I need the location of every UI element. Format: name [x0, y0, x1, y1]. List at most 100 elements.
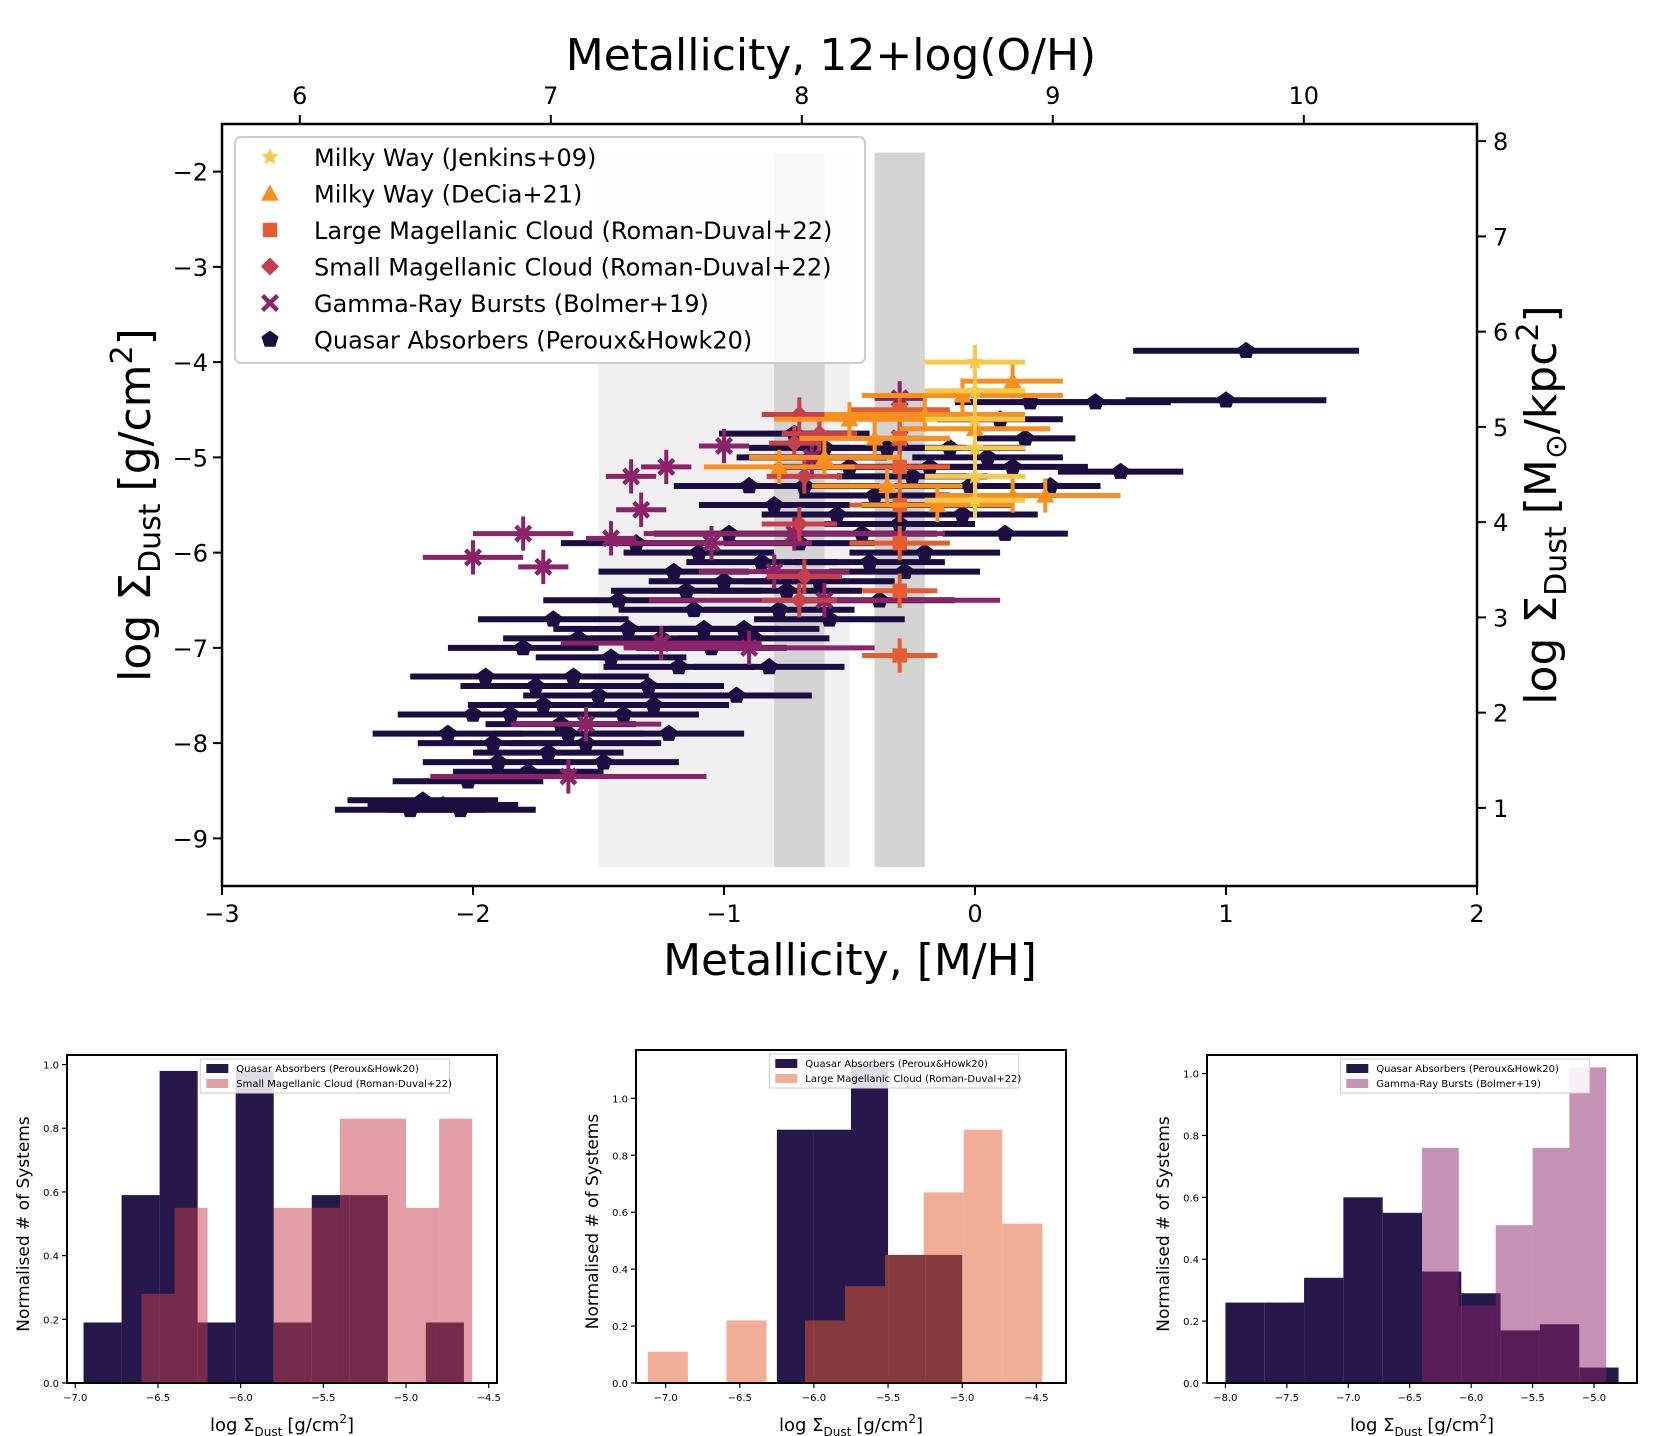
y-tick-label: 1.0	[612, 1094, 628, 1105]
hist-legend-swatch	[1346, 1079, 1369, 1088]
data-point	[632, 500, 651, 519]
xlabel-units: [g/cm	[287, 1415, 339, 1436]
data-point	[966, 467, 984, 484]
hist-bar	[845, 1286, 886, 1383]
data-point	[892, 583, 907, 598]
data-point	[685, 600, 703, 618]
y-tick-label: −5	[173, 444, 208, 472]
y-tick-label: 0.4	[612, 1265, 628, 1276]
hist-legend-swatch	[206, 1079, 229, 1088]
data-point	[514, 524, 533, 543]
y-tick-label: 0.0	[1183, 1379, 1199, 1390]
hist-y-axis-label: Normalised # of Systems	[583, 1114, 603, 1330]
data-point	[610, 591, 628, 608]
y-tick-label: 0.8	[43, 1124, 59, 1135]
xlabel-close: ]	[1487, 1415, 1494, 1436]
data-point	[665, 562, 683, 579]
top-tick-label: 8	[794, 82, 809, 110]
hist-bar	[273, 1207, 307, 1383]
scatter-data	[334, 341, 1360, 818]
legend-marker-pentagon	[261, 330, 279, 347]
hist-bar	[372, 1118, 407, 1383]
data-point	[489, 753, 507, 770]
data-point	[660, 724, 678, 741]
x-tick-label: −1	[706, 900, 741, 928]
data-point	[765, 496, 783, 513]
data-point	[916, 543, 934, 560]
x-axis-label: Metallicity, [M/H]	[663, 935, 1037, 986]
hist-legend-box	[768, 1053, 1020, 1089]
data-point	[996, 524, 1014, 541]
x-tick-label: −6.5	[1398, 1393, 1422, 1404]
data-point	[527, 677, 545, 694]
histogram-grb: −8.0 −7.5 −7.0 −6.5 −6.0 −5.5 −5.0 0.0 0.2 0.4 0.6…	[1154, 1054, 1638, 1436]
data-point	[477, 667, 495, 684]
data-point	[577, 715, 595, 734]
xlabel-close: ]	[347, 1415, 354, 1436]
data-point	[622, 467, 641, 486]
hist-y-axis-label: Normalised # of Systems	[14, 1116, 34, 1332]
data-point	[602, 648, 620, 665]
legend-marker-star	[261, 148, 279, 165]
hist-legend-swatch	[1346, 1064, 1369, 1073]
y-tick-label: 0.2	[612, 1322, 628, 1333]
data-point	[464, 548, 482, 567]
legend-box	[234, 136, 866, 364]
data-point	[564, 667, 582, 684]
legend-label: Quasar Absorbers (Peroux&Howk20)	[314, 327, 752, 355]
hist-bar	[805, 1320, 846, 1383]
x-tick-label: 1	[1218, 900, 1233, 928]
hist-legend-label: Small Magellanic Cloud (Roman-Duval+22)	[236, 1079, 452, 1090]
right-tick-label: 1	[1493, 795, 1508, 823]
xlabel-sub: Dust	[255, 1425, 283, 1436]
x-tick-label: −7.5	[1275, 1393, 1299, 1404]
x-tick-label: −7.0	[654, 1393, 678, 1404]
legend-marker-triangle	[261, 184, 279, 201]
data-point	[790, 591, 809, 610]
data-point	[740, 476, 758, 494]
data-point	[690, 543, 708, 560]
data-point	[539, 743, 557, 760]
x-tick-label: 0	[967, 900, 982, 928]
hist-series-1	[647, 1129, 1043, 1383]
data-point	[828, 505, 846, 522]
x-tick-label: −5.5	[1520, 1393, 1544, 1404]
data-point	[866, 486, 884, 503]
data-point	[861, 553, 879, 570]
y-tick-label: 0.8	[1183, 1131, 1199, 1142]
y-tick-label: 0.6	[1183, 1193, 1199, 1204]
right-tick-label: 2	[1493, 700, 1508, 728]
data-point	[891, 515, 909, 532]
y-tick-label: 0.6	[43, 1188, 59, 1199]
xlabel-main: log Σ	[210, 1415, 255, 1436]
hist-bar	[439, 1118, 473, 1383]
hist-x-axis-label: log ΣDust [g/cm2]	[210, 1412, 354, 1436]
hist-bar	[174, 1207, 208, 1383]
x-tick-label: −8.0	[1213, 1393, 1237, 1404]
data-point	[953, 386, 972, 403]
hist-bar	[1569, 1067, 1607, 1383]
x-tick-label: −5.5	[876, 1393, 900, 1404]
right-tick-label: 7	[1493, 223, 1508, 251]
data-point	[715, 436, 733, 455]
xlabel-close: ]	[916, 1415, 923, 1436]
top-tick-label: 10	[1289, 82, 1320, 110]
data-point	[770, 457, 789, 475]
y-tick-label: −2	[173, 159, 208, 187]
top-axis-label: Metallicity, 12+log(O/H)	[566, 30, 1096, 81]
y-tick-label: −8	[173, 730, 208, 758]
xlabel-units: [g/cm	[1427, 1415, 1479, 1436]
hist-frame	[635, 1049, 1067, 1384]
data-point	[903, 467, 921, 484]
data-point	[966, 410, 984, 427]
legend-marker-diamond	[261, 257, 279, 276]
legend-label: Milky Way (DeCia+21)	[314, 181, 582, 209]
hist-bar	[1422, 1147, 1459, 1383]
hist-bar	[885, 1254, 924, 1383]
xlabel-sub: Dust	[1395, 1425, 1423, 1436]
data-point	[615, 705, 633, 722]
data-point	[1112, 462, 1130, 479]
legend-label: Gamma-Ray Bursts (Bolmer+19)	[314, 290, 709, 318]
data-point	[1036, 486, 1055, 503]
